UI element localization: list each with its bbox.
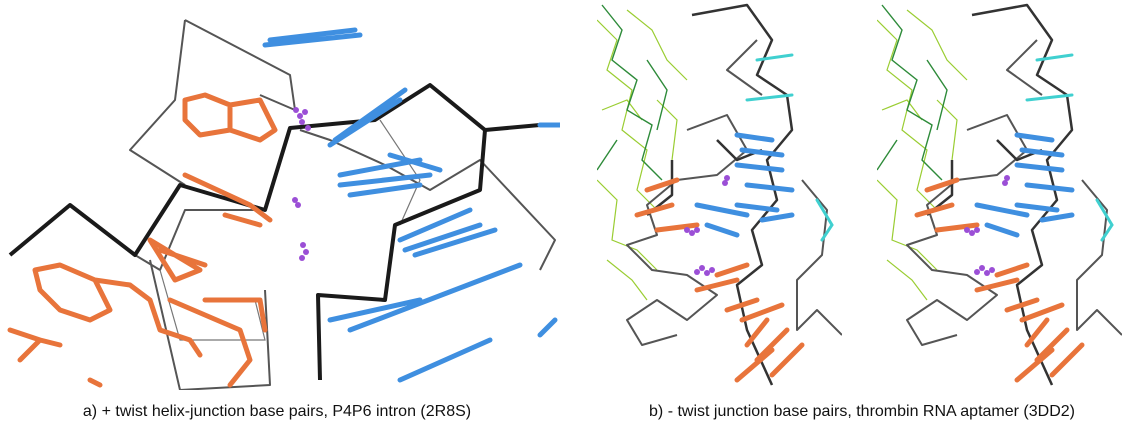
figure-art: a) + twist helix-junction base pairs, P4… [0, 0, 1122, 427]
panel-a-art [10, 20, 560, 390]
caption-b: b) - twist junction base pairs, thrombin… [649, 403, 1075, 420]
panel-b-right [877, 5, 1122, 385]
figure: a) + twist helix-junction base pairs, P4… [0, 0, 1122, 427]
caption-a: a) + twist helix-junction base pairs, P4… [83, 403, 471, 420]
panel-b-left [597, 5, 842, 385]
